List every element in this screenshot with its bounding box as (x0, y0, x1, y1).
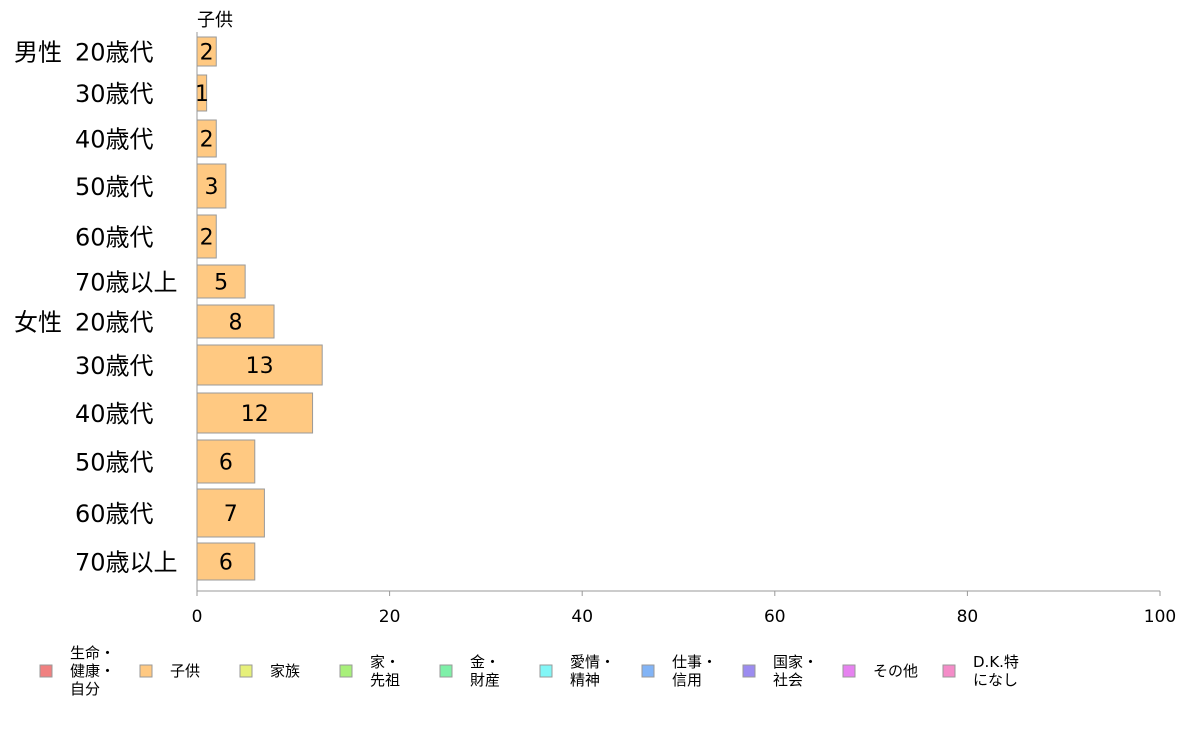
x-tick-label: 60 (764, 607, 786, 627)
legend-item: 子供 (139, 662, 200, 680)
category-label: 60歳代 (75, 224, 154, 252)
x-tick-label: 40 (571, 607, 593, 627)
x-tick-label: 0 (192, 607, 203, 627)
category-label: 20歳代 (75, 309, 154, 337)
legend-label: 生命・ (70, 644, 115, 662)
value-label: 3 (204, 175, 218, 200)
value-label: 7 (224, 502, 238, 527)
legend-label: 家・ (370, 653, 400, 671)
category-label: 60歳代 (75, 500, 154, 528)
legend-item: 愛情・精神 (539, 653, 615, 689)
value-label: 6 (219, 451, 233, 476)
legend-swatch (842, 664, 856, 678)
category-label: 30歳代 (75, 80, 154, 108)
legend-label: D.K.特 (973, 653, 1019, 671)
value-label: 13 (246, 354, 274, 379)
legend-label: 信用 (672, 671, 702, 689)
legend-swatch (641, 664, 655, 678)
x-tick-label: 20 (379, 607, 401, 627)
legend-item: 生命・健康・自分 (39, 644, 115, 698)
legend-label: 仕事・ (672, 653, 717, 671)
legend-swatch (139, 664, 153, 678)
legend-label: 子供 (170, 662, 200, 680)
x-tick-label: 100 (1144, 607, 1176, 627)
legend-item: 仕事・信用 (641, 653, 717, 689)
group-label: 女性 (14, 309, 62, 337)
legend-swatch (39, 664, 53, 678)
legend-label: 社会 (773, 671, 803, 689)
group-label: 男性 (14, 39, 62, 67)
category-label: 40歳代 (75, 400, 154, 428)
legend-item: 家・先祖 (339, 653, 400, 689)
category-label: 30歳代 (75, 352, 154, 380)
value-label: 2 (200, 41, 214, 66)
legend-label: 家族 (270, 662, 300, 680)
bar (196, 488, 265, 538)
legend-label: 愛情・ (570, 653, 615, 671)
legend-swatch (439, 664, 453, 678)
legend-item: 金・財産 (439, 653, 500, 689)
value-label: 12 (241, 402, 269, 427)
legend-item: 国家・社会 (742, 653, 818, 689)
legend-swatch (239, 664, 253, 678)
category-label: 70歳以上 (75, 549, 178, 577)
legend-item: 家族 (239, 662, 300, 680)
category-label: 50歳代 (75, 449, 154, 477)
x-axis: 0 20 40 60 80 100 (192, 32, 1176, 627)
legend-label: 精神 (570, 671, 600, 689)
category-label: 50歳代 (75, 173, 154, 201)
legend-label: 自分 (70, 680, 100, 698)
value-label: 1 (195, 82, 209, 107)
bar (196, 439, 256, 484)
legend-swatch (339, 664, 353, 678)
bars-layer: 男性 20歳代 2 30歳代 1 40歳代 2 50歳代 3 60歳代 2 70歳以上 5 女性 20歳代 8… (14, 36, 323, 581)
legend-swatch (742, 664, 756, 678)
legend-label: その他 (873, 662, 918, 680)
value-label: 2 (200, 128, 214, 153)
bar (196, 344, 323, 386)
legend-label: 健康・ (70, 662, 115, 680)
bar (196, 264, 246, 299)
x-tick-label: 80 (957, 607, 979, 627)
category-label: 70歳以上 (75, 269, 178, 297)
value-label: 6 (219, 551, 233, 576)
legend-label: になし (973, 671, 1018, 689)
series-header: 子供 (197, 10, 233, 31)
bar (196, 392, 314, 434)
value-label: 2 (200, 226, 214, 251)
value-label: 8 (229, 311, 243, 336)
legend-item: その他 (842, 662, 918, 680)
legend-swatch (942, 664, 956, 678)
bar (196, 542, 256, 581)
legend-label: 財産 (470, 671, 500, 689)
legend-label: 先祖 (370, 671, 400, 689)
legend-label: 国家・ (773, 653, 818, 671)
legend-label: 金・ (470, 653, 500, 671)
category-label: 40歳代 (75, 126, 154, 154)
category-label: 20歳代 (75, 39, 154, 67)
legend-swatch (539, 664, 553, 678)
bar (196, 304, 275, 339)
value-label: 5 (214, 271, 228, 296)
